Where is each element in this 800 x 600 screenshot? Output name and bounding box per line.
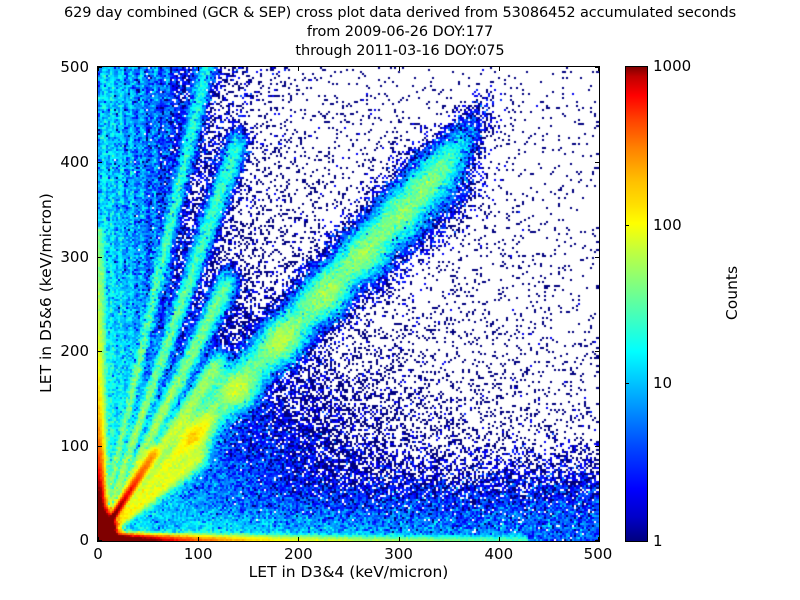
y-tick-300 [98, 256, 102, 258]
x-tick-200 [298, 537, 300, 541]
y-tick-right-300 [595, 256, 599, 258]
x-tick-label-300: 300 [384, 545, 413, 563]
x-tick-500 [598, 537, 599, 541]
colorbar-tick-label-100: 100 [653, 215, 682, 234]
y-tick-right-400 [595, 161, 599, 163]
x-tick-top-500 [598, 67, 599, 71]
colorbar-tick-label-1: 1 [653, 532, 663, 550]
y-tick-label-100: 100 [60, 437, 89, 456]
y-tick-200 [98, 351, 102, 353]
x-tick-top-0 [98, 67, 99, 71]
title-line-1: 629 day combined (GCR & SEP) cross plot … [63, 5, 737, 21]
histogram-2d-canvas [98, 67, 599, 541]
figure-title: 629 day combined (GCR & SEP) cross plot … [0, 4, 800, 61]
title-line-3: through 2011-03-16 DOY:075 [295, 43, 505, 59]
colorbar-gradient [625, 66, 648, 542]
y-tick-label-200: 200 [60, 342, 89, 361]
y-tick-right-200 [595, 351, 599, 353]
x-tick-top-300 [398, 67, 400, 71]
y-tick-label-0: 0 [79, 531, 89, 549]
colorbar-container: 1000 100 10 1 [625, 57, 691, 550]
x-tick-label-0: 0 [93, 545, 103, 563]
x-tick-100 [198, 537, 200, 541]
x-tick-label-100: 100 [183, 545, 213, 563]
colorbar-tick-label-1000: 1000 [653, 57, 692, 75]
y-tick-100 [98, 446, 102, 448]
y-tick-label-400: 400 [60, 152, 89, 171]
colorbar-tick-label-10: 10 [653, 374, 673, 393]
colorbar-label: Counts [723, 265, 741, 321]
x-tick-label-400: 400 [484, 545, 514, 563]
y-axis-label: LET in D5&6 (keV/micron) [37, 193, 55, 393]
x-tick-label-200: 200 [284, 545, 313, 563]
x-tick-400 [498, 537, 500, 541]
y-tick-right-500 [595, 67, 599, 68]
x-tick-300 [398, 537, 400, 541]
colorbar-tick-100 [625, 224, 629, 226]
x-tick-label-500: 500 [583, 545, 613, 563]
plot-axes [97, 66, 600, 542]
y-tick-label-500: 500 [60, 58, 89, 76]
colorbar-tick-10 [625, 383, 629, 385]
y-tick-400 [98, 161, 102, 163]
y-tick-0 [98, 540, 102, 541]
title-line-2: from 2009-06-26 DOY:177 [306, 24, 494, 40]
x-tick-0 [98, 537, 99, 541]
y-tick-right-100 [595, 446, 599, 448]
y-tick-500 [98, 67, 102, 68]
y-tick-right-0 [595, 540, 599, 541]
x-tick-top-200 [298, 67, 300, 71]
x-tick-top-400 [498, 67, 500, 71]
x-tick-top-100 [198, 67, 200, 71]
y-tick-label-300: 300 [60, 247, 89, 266]
x-axis-label: LET in D3&4 (keV/micron) [248, 563, 449, 581]
